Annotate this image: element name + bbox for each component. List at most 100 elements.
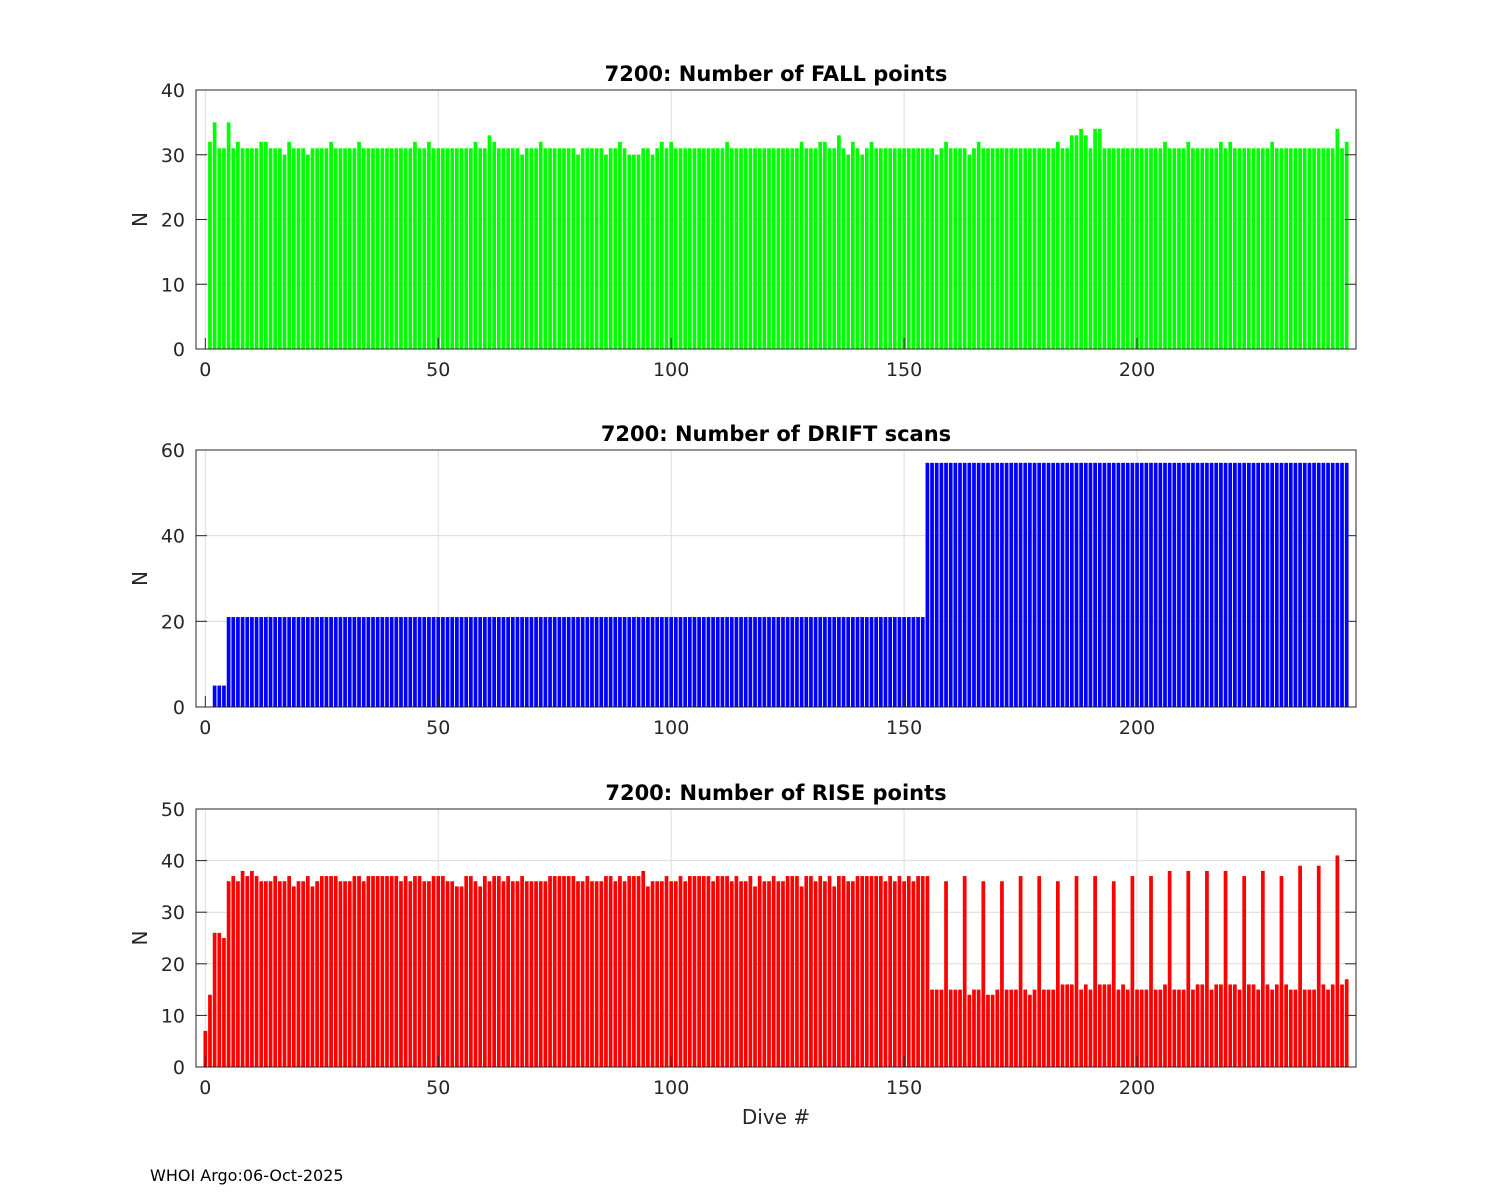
fall-bar [515, 148, 520, 349]
fall-bar [1167, 148, 1172, 349]
rise-bar [590, 881, 594, 1067]
fall-bar [958, 148, 962, 349]
rise-bar [1130, 876, 1135, 1067]
fall-bar [1046, 148, 1051, 349]
drift-bar [417, 617, 422, 707]
drift-bar [725, 617, 729, 707]
drift-bar [1163, 462, 1167, 707]
drift-bar [1153, 462, 1158, 707]
rise-bar [785, 876, 790, 1067]
drift-bar [627, 617, 632, 707]
drift-bar [1111, 462, 1116, 707]
drift-bar [566, 617, 571, 707]
rise-x-axis-label: Dive # [742, 1105, 810, 1129]
fall-bar [212, 122, 217, 349]
fall-bar [450, 148, 455, 349]
fall-bar [995, 148, 1000, 349]
fall-bar [818, 141, 823, 349]
drift-bar [1093, 462, 1097, 707]
rise-bar [920, 876, 925, 1067]
drift-bar [944, 462, 948, 707]
drift-bar [953, 462, 958, 707]
drift-bar [250, 617, 254, 707]
drift-bar [878, 617, 883, 707]
fall-bar [1074, 135, 1079, 349]
drift-bar [697, 617, 701, 707]
rise-bar [1037, 876, 1042, 1067]
fall-bar [482, 148, 487, 349]
drift-bar [222, 685, 226, 707]
rise-bar [1293, 989, 1298, 1067]
drift-bar [1139, 462, 1144, 707]
fall-bar [837, 135, 841, 349]
rise-bar [701, 876, 706, 1067]
fall-bar [1195, 148, 1200, 349]
fall-bar [506, 148, 510, 349]
fall-bar [1265, 148, 1270, 349]
drift-bar [510, 617, 515, 707]
drift-bar [981, 462, 986, 707]
rise-bar [515, 881, 520, 1067]
rise-bar [986, 994, 990, 1067]
fall-bar [823, 141, 827, 349]
drift-bar [291, 617, 296, 707]
rise-bar [720, 876, 725, 1067]
drift-bar [1000, 462, 1004, 707]
fall-bar [944, 141, 948, 349]
drift-bar [976, 462, 981, 707]
drift-bar [268, 617, 273, 707]
drift-bar [1055, 462, 1060, 707]
fall-bar [1018, 148, 1023, 349]
fall-bar [1083, 135, 1088, 349]
drift-bar [837, 617, 841, 707]
rise-bar [594, 881, 599, 1067]
fall-chart-title: 7200: Number of FALL points [605, 62, 948, 86]
rise-bar [315, 881, 319, 1067]
drift-bar [1125, 462, 1130, 707]
drift-bar [827, 617, 832, 707]
fall-bar [501, 148, 506, 349]
drift-bar [701, 617, 706, 707]
fall-bar [264, 141, 268, 349]
fall-bar [548, 148, 552, 349]
fall-bar [981, 148, 986, 349]
rise-bar [296, 881, 301, 1067]
fall-bar [1107, 148, 1111, 349]
fall-bar [655, 148, 660, 349]
drift-bar [1032, 462, 1037, 707]
rise-bar [627, 876, 632, 1067]
y-tick-label: 0 [173, 1057, 185, 1079]
drift-bar [1083, 462, 1088, 707]
drift-bar [650, 617, 655, 707]
drift-bar [1060, 462, 1065, 707]
rise-bar [1288, 989, 1293, 1067]
rise-bar [687, 876, 692, 1067]
drift-bar [734, 617, 739, 707]
fall-bar [706, 148, 711, 349]
drift-bar [496, 617, 501, 707]
rise-bar [753, 886, 757, 1067]
fall-bar [972, 148, 976, 349]
drift-bar [310, 617, 315, 707]
rise-bar [655, 881, 660, 1067]
drift-bar [799, 617, 804, 707]
drift-bar [622, 617, 627, 707]
fall-bar [543, 148, 548, 349]
rise-bar [520, 876, 524, 1067]
fall-bar [771, 148, 776, 349]
drift-bar [338, 617, 343, 707]
fall-bar [403, 148, 408, 349]
y-tick-label: 40 [161, 526, 185, 548]
rise-bar [902, 881, 906, 1067]
fall-bar [408, 148, 413, 349]
fall-bar [361, 148, 366, 349]
rise-bar [813, 881, 818, 1067]
drift-bar [939, 462, 944, 707]
fall-bar [524, 148, 529, 349]
rise-bar [1139, 989, 1144, 1067]
x-tick-label: 100 [653, 1077, 689, 1099]
drift-bar [1158, 462, 1163, 707]
drift-bar [296, 617, 301, 707]
drift-bar [962, 462, 967, 707]
drift-bar [515, 617, 520, 707]
